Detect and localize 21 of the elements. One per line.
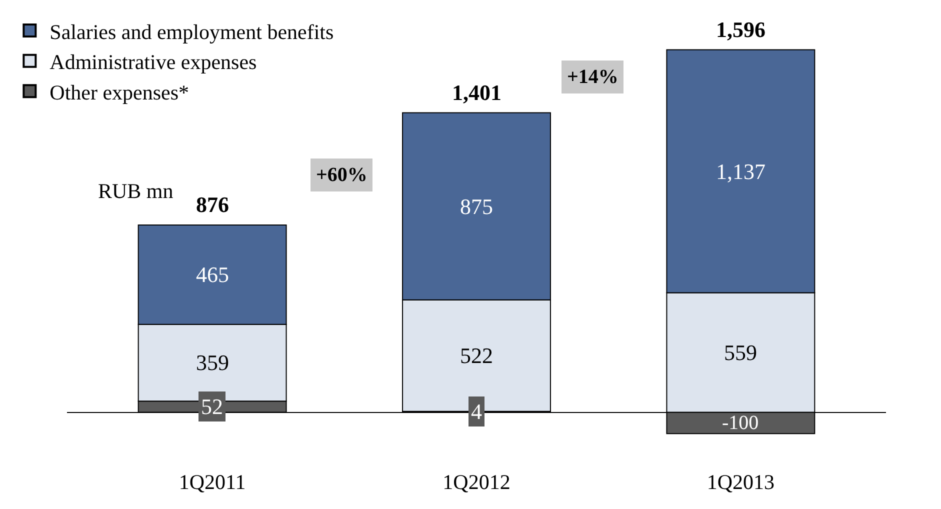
x-tick-label: 1Q2013 xyxy=(706,470,775,494)
total-label: 1,401 xyxy=(452,80,502,105)
data-label: 465 xyxy=(196,262,229,287)
total-label: 1,596 xyxy=(716,17,766,42)
annotation: +14% xyxy=(567,66,618,88)
data-label: 1,137 xyxy=(716,159,766,184)
data-label: 359 xyxy=(196,350,229,375)
data-label: 875 xyxy=(460,194,493,219)
total-label: 876 xyxy=(196,192,229,217)
data-label: -100 xyxy=(722,412,759,434)
legend-label: Salaries and employment benefits xyxy=(50,20,334,44)
annotation: RUB mn xyxy=(98,179,174,203)
x-tick-label: 1Q2011 xyxy=(178,470,246,494)
data-label: 559 xyxy=(724,340,757,365)
legend-label: Other expenses* xyxy=(50,80,190,104)
data-label: 4 xyxy=(471,399,482,424)
data-label: 522 xyxy=(460,343,493,368)
annotation: +60% xyxy=(316,164,368,186)
legend-label: Administrative expenses xyxy=(50,50,257,74)
x-tick-label: 1Q2012 xyxy=(442,470,510,494)
data-label: 52 xyxy=(201,394,223,419)
